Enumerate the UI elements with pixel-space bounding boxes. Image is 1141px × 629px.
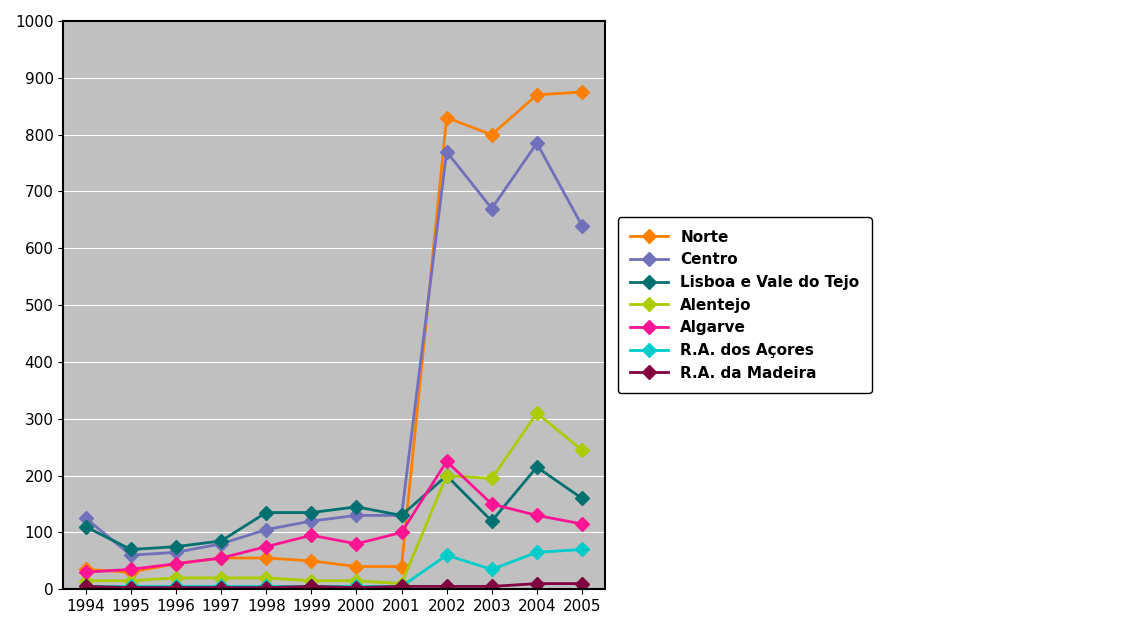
Centro [169,548,183,556]
R.A. da Madeira [349,584,363,591]
R.A. dos Açores [349,582,363,590]
Centro [349,511,363,519]
R.A. da Madeira [79,582,92,590]
Lisboa e Vale do Tejo [349,503,363,511]
Centro [215,540,228,548]
R.A. da Madeira [215,584,228,591]
Norte [395,563,408,571]
Norte [215,554,228,562]
Algarve [349,540,363,548]
Lisboa e Vale do Tejo [531,464,544,471]
R.A. da Madeira [124,584,138,591]
Norte [79,565,92,573]
Line: Algarve: Algarve [81,457,586,577]
R.A. dos Açores [439,552,453,559]
Centro [305,517,318,525]
Algarve [531,511,544,519]
Centro [531,140,544,147]
Algarve [124,565,138,573]
Lisboa e Vale do Tejo [305,509,318,516]
R.A. dos Açores [395,582,408,590]
Norte [485,131,499,138]
Norte [349,563,363,571]
Lisboa e Vale do Tejo [79,523,92,530]
Alentejo [395,580,408,587]
Centro [395,511,408,519]
Alentejo [215,574,228,582]
Alentejo [439,472,453,479]
Lisboa e Vale do Tejo [169,543,183,550]
R.A. da Madeira [305,582,318,590]
Alentejo [575,447,589,454]
Lisboa e Vale do Tejo [215,537,228,545]
Centro [485,205,499,213]
Norte [575,88,589,96]
R.A. da Madeira [531,580,544,587]
Algarve [395,529,408,537]
Alentejo [485,475,499,482]
R.A. dos Açores [259,582,273,590]
R.A. da Madeira [439,582,453,590]
Alentejo [305,577,318,584]
Line: Norte: Norte [81,87,586,577]
R.A. dos Açores [531,548,544,556]
Centro [79,515,92,522]
Centro [259,526,273,533]
Norte [439,114,453,121]
Lisboa e Vale do Tejo [259,509,273,516]
Alentejo [531,409,544,417]
R.A. dos Açores [124,582,138,590]
Lisboa e Vale do Tejo [485,517,499,525]
Norte [169,560,183,567]
Norte [124,569,138,576]
R.A. dos Açores [169,582,183,590]
Alentejo [79,577,92,584]
R.A. da Madeira [575,580,589,587]
Alentejo [349,577,363,584]
R.A. da Madeira [395,582,408,590]
R.A. da Madeira [169,584,183,591]
Algarve [259,543,273,550]
R.A. dos Açores [485,565,499,573]
Centro [439,148,453,155]
R.A. dos Açores [215,582,228,590]
Line: R.A. dos Açores: R.A. dos Açores [81,545,586,591]
Line: Alentejo: Alentejo [81,408,586,589]
Algarve [79,569,92,576]
Legend: Norte, Centro, Lisboa e Vale do Tejo, Alentejo, Algarve, R.A. dos Açores, R.A. d: Norte, Centro, Lisboa e Vale do Tejo, Al… [617,218,872,392]
R.A. da Madeira [485,582,499,590]
Norte [531,91,544,99]
Algarve [575,520,589,528]
Line: R.A. da Madeira: R.A. da Madeira [81,579,586,593]
Alentejo [124,577,138,584]
Norte [305,557,318,565]
Lisboa e Vale do Tejo [439,472,453,479]
Line: Lisboa e Vale do Tejo: Lisboa e Vale do Tejo [81,462,586,554]
R.A. dos Açores [575,546,589,554]
R.A. dos Açores [79,582,92,590]
Line: Centro: Centro [81,138,586,560]
R.A. dos Açores [305,582,318,590]
Algarve [215,554,228,562]
Alentejo [169,574,183,582]
Alentejo [259,574,273,582]
Algarve [485,500,499,508]
Lisboa e Vale do Tejo [395,511,408,519]
Algarve [169,560,183,567]
Algarve [305,532,318,539]
Lisboa e Vale do Tejo [124,546,138,554]
Centro [575,222,589,230]
Lisboa e Vale do Tejo [575,494,589,502]
Centro [124,552,138,559]
R.A. da Madeira [259,584,273,591]
Norte [259,554,273,562]
Algarve [439,458,453,465]
